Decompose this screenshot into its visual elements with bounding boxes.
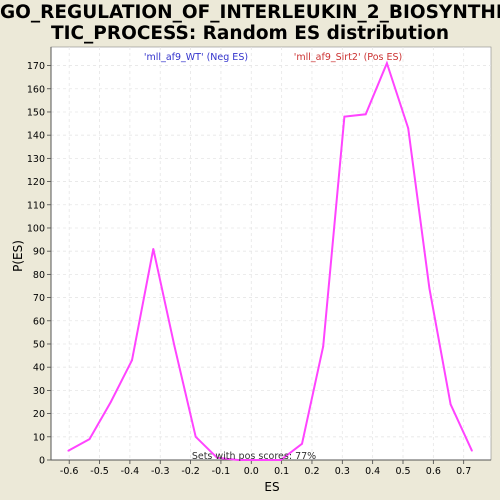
- data-point: [364, 113, 367, 116]
- data-point: [216, 456, 218, 459]
- data-point: [449, 403, 452, 406]
- data-point: [152, 247, 155, 250]
- plot-area: [50, 46, 492, 461]
- y-tick-label: 140: [27, 131, 45, 142]
- x-tick-label: 0.7: [456, 466, 471, 477]
- data-point: [88, 438, 91, 441]
- y-tick-label: 150: [27, 107, 45, 118]
- y-tick-label: 100: [27, 223, 45, 234]
- y-tick-label: 130: [27, 154, 45, 165]
- neg-es-label: 'mll_af9_WT' (Neg ES): [144, 52, 248, 63]
- y-tick-label: 10: [33, 432, 45, 443]
- data-point: [428, 287, 431, 290]
- data-point: [131, 359, 133, 362]
- y-tick-label: 60: [33, 316, 45, 327]
- x-tick-label: 0.0: [244, 466, 259, 477]
- x-axis-label: ES: [264, 480, 279, 494]
- y-tick-label: 50: [33, 339, 45, 350]
- y-tick-label: 160: [27, 84, 45, 95]
- y-tick-label: 0: [39, 456, 45, 467]
- data-point: [343, 115, 346, 118]
- x-tick-label: -0.4: [121, 466, 140, 477]
- x-tick-label: -0.2: [181, 466, 200, 477]
- chart-title-line-2: TIC_PROCESS: Random ES distribution: [50, 23, 450, 44]
- y-tick-label: 170: [27, 61, 45, 72]
- axes: 0 10 20 30 40 50 60 70 80 90 100 110 120 130 140 150 160…: [27, 47, 491, 477]
- pos-scores-annotation: Sets with pos scores: 77%: [192, 451, 316, 462]
- data-point: [173, 345, 176, 348]
- y-tick-label: 20: [33, 409, 45, 420]
- y-tick-label: 70: [33, 293, 45, 304]
- y-tick-label: 120: [27, 177, 45, 188]
- data-point: [279, 459, 282, 461]
- grid-lines: [51, 47, 491, 461]
- x-tick-label: -0.3: [151, 466, 170, 477]
- chart-title: GO_REGULATION_OF_INTERLEUKIN_2_BIOSYNTHE…: [0, 2, 500, 44]
- y-tick-label: 110: [27, 200, 45, 211]
- data-point: [67, 449, 70, 452]
- data-point: [322, 345, 325, 348]
- data-point: [301, 442, 303, 445]
- chart-title-line-1: GO_REGULATION_OF_INTERLEUKIN_2_BIOSYNTHE: [0, 2, 500, 23]
- x-tick-label: 0.4: [365, 466, 380, 477]
- y-axis-label: P(ES): [11, 240, 25, 272]
- data-point: [258, 459, 261, 461]
- y-tick-label: 90: [33, 247, 45, 258]
- x-tick-label: -0.1: [212, 466, 231, 477]
- data-point: [109, 401, 112, 403]
- x-tick-label: 0.2: [304, 466, 319, 477]
- x-tick-label: 0.5: [395, 466, 410, 477]
- pos-es-label: 'mll_af9_Sirt2' (Pos ES): [294, 52, 402, 63]
- x-tick-label: 0.3: [335, 466, 350, 477]
- y-tick-label: 30: [33, 386, 45, 397]
- data-point: [407, 127, 410, 130]
- x-tick-label: 0.6: [426, 466, 441, 477]
- data-point: [470, 449, 473, 452]
- data-points: [67, 62, 473, 461]
- y-tick-label: 40: [33, 363, 45, 374]
- y-tick-label: 80: [33, 270, 45, 281]
- series-line: [67, 60, 473, 461]
- data-point: [237, 459, 240, 461]
- x-tick-label: 0.1: [274, 466, 289, 477]
- x-tick-label: -0.5: [90, 466, 109, 477]
- x-tick-label: -0.6: [60, 466, 79, 477]
- data-point: [194, 435, 197, 438]
- data-point: [386, 62, 388, 65]
